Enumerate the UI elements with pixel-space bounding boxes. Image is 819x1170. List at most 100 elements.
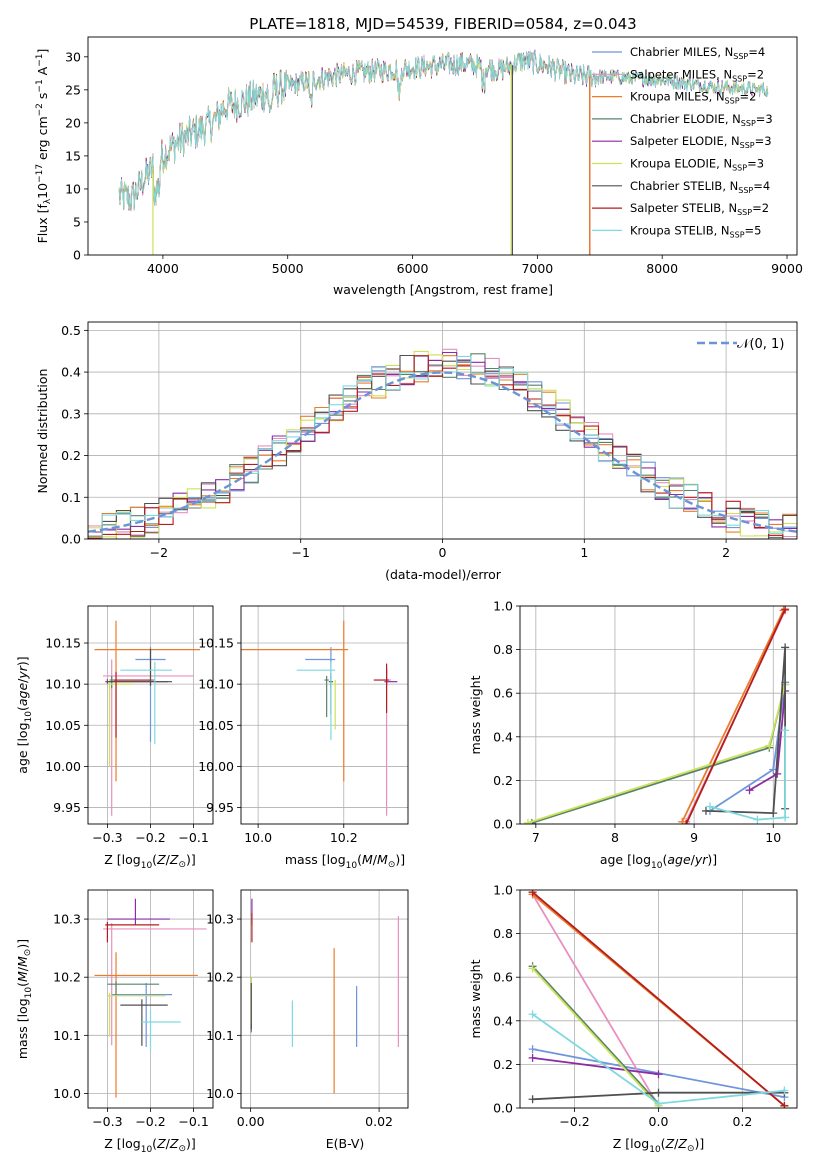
x-tick-label: 4000 — [147, 261, 179, 276]
label-part: mass [log — [285, 852, 346, 867]
axes-frame — [519, 889, 798, 1109]
series-salpeter-stelib — [528, 890, 789, 1108]
series-line — [532, 1057, 659, 1076]
x-tick-label: 9000 — [771, 261, 803, 276]
series-marker — [682, 820, 691, 824]
x-axis-label: Z [log10(Z/Z⊙)] — [613, 1136, 705, 1155]
series-line — [685, 608, 786, 824]
legend-name: Chabrier ELODIE, N — [630, 112, 741, 126]
errorbar-kroupa-stelib — [296, 661, 336, 741]
series-marker — [773, 769, 782, 778]
label-part: M — [15, 971, 30, 982]
legend-label-kroupa-elodie: Kroupa ELODIE, NSSP=3 — [630, 157, 764, 173]
errorbar-kroupa-elodie — [333, 680, 338, 730]
label-part: Z — [169, 1136, 179, 1151]
y-tick-label: 0.0 — [493, 1101, 513, 1116]
errorbar-kroupa-elodie — [107, 992, 166, 1037]
normal-curve — [88, 371, 797, 533]
x-tick-label: −2 — [150, 545, 168, 560]
label-part: / — [373, 852, 378, 867]
panel-spectrum: 4000 5000 6000 7000 8000 9000 0 5 10 15 20 25 30 Chab… — [35, 36, 803, 297]
label-part: 10 — [649, 1145, 661, 1155]
y-tick-label: 0.4 — [61, 365, 81, 380]
label-part: ( — [662, 852, 667, 867]
label-part: ⊙ — [23, 949, 33, 957]
legend-label-kroupa-stelib: Kroupa STELIB, NSSP=5 — [630, 223, 761, 239]
series-kroupa-stelib — [528, 1010, 789, 1108]
y-tick-label: 0.2 — [61, 448, 81, 463]
panel-age_Z: −0.3 −0.2 −0.1 9.95 10.00 10.05 10.10 10.15 Z [l… — [15, 605, 214, 871]
x-axis-label: age [log10(age/yr)] — [600, 852, 717, 871]
series-kroupa-stelib — [705, 726, 790, 824]
x-tick-label: −0.3 — [92, 1114, 122, 1129]
y-tick-label: 10.10 — [45, 677, 81, 692]
grid-lines — [241, 606, 408, 824]
label-part: −1 — [35, 79, 45, 92]
plot-area — [523, 606, 790, 824]
series-marker — [528, 1053, 537, 1062]
y-tick-label: 0.3 — [61, 406, 81, 421]
label-part: age [log — [15, 722, 30, 773]
y-tick-label: 0.0 — [61, 532, 81, 547]
x-tick-label: −0.1 — [178, 830, 208, 845]
label-part: ⊙ — [178, 1144, 186, 1154]
figure-title: PLATE=1818, MJD=54539, FIBERID=0584, z=0… — [249, 15, 636, 33]
axes-frame — [87, 889, 214, 1109]
series-line — [709, 730, 786, 821]
y-tick-label: 10.3 — [206, 912, 234, 927]
series-marker — [523, 818, 532, 824]
label-part: 10 — [24, 711, 34, 723]
legend-label-kroupa-miles: Kroupa MILES, NSSP=2 — [630, 90, 756, 106]
label-part: )] — [15, 939, 30, 949]
label-part: λ — [43, 198, 53, 204]
label-part: s — [35, 93, 50, 104]
y-tick-label: 0.6 — [493, 970, 513, 985]
y-tick-label: 0.2 — [493, 1057, 513, 1072]
x-axis-label: E(B-V) — [326, 1136, 365, 1151]
series-marker — [780, 1101, 789, 1108]
x-tick-label: 2 — [722, 545, 730, 560]
legend-sub: SSP — [733, 52, 748, 61]
y-tick-label: 10.05 — [45, 718, 81, 733]
plot-area — [94, 620, 201, 816]
plot-area — [88, 348, 797, 539]
legend-name: Chabrier STELIB, N — [630, 179, 738, 193]
y-axis-label: age [log10(age/yr)] — [15, 656, 34, 773]
plot-area — [241, 620, 398, 816]
legend-sub: SSP — [740, 141, 755, 150]
x-tick-label: 10 — [765, 830, 781, 845]
y-tick-label: 10.05 — [198, 718, 234, 733]
label-part: / — [691, 852, 696, 867]
label-part: ⊙ — [178, 860, 186, 870]
label-part: erg cm — [35, 116, 50, 164]
series-marker — [753, 815, 762, 824]
x-tick-label: 0.2 — [732, 1114, 752, 1129]
y-tick-label: 25 — [65, 82, 81, 97]
x-axis-label: (data-model)/error — [385, 567, 502, 582]
y-tick-label: 10.00 — [45, 759, 81, 774]
legend-value: =2 — [740, 90, 757, 104]
x-axis-label: mass [log10(M/M⊙)] — [285, 852, 405, 871]
x-tick-label: 8 — [611, 830, 619, 845]
series-marker — [654, 1088, 663, 1097]
label-part: )] — [186, 1136, 196, 1151]
y-tick-label: 0.1 — [61, 490, 81, 505]
label-part: ] — [35, 49, 50, 54]
legend-name: Salpeter ELODIE, N — [630, 134, 740, 148]
panel-residuals: −2 −1 0 1 2 0.0 0.1 0.2 0.3 0.4 0.5 𝒩(0, 1) (data-mo… — [35, 321, 798, 582]
legend-label-chabrier-elodie: Chabrier ELODIE, NSSP=3 — [630, 112, 773, 128]
legend-name: Salpeter MILES, N — [630, 67, 732, 81]
errorbar-kroupa-stelib — [141, 1010, 181, 1052]
label-part: / — [166, 852, 171, 867]
y-tick-label: 0.4 — [493, 729, 513, 744]
legend-name: Kroupa MILES, N — [630, 90, 725, 104]
x-tick-label: 7000 — [521, 261, 553, 276]
x-tick-label: 1 — [580, 545, 588, 560]
y-axis-label: Normed distribution — [35, 369, 50, 494]
label-part: )] — [15, 656, 30, 666]
y-tick-label: 9.95 — [206, 800, 234, 815]
x-tick-label: 10.0 — [244, 830, 272, 845]
